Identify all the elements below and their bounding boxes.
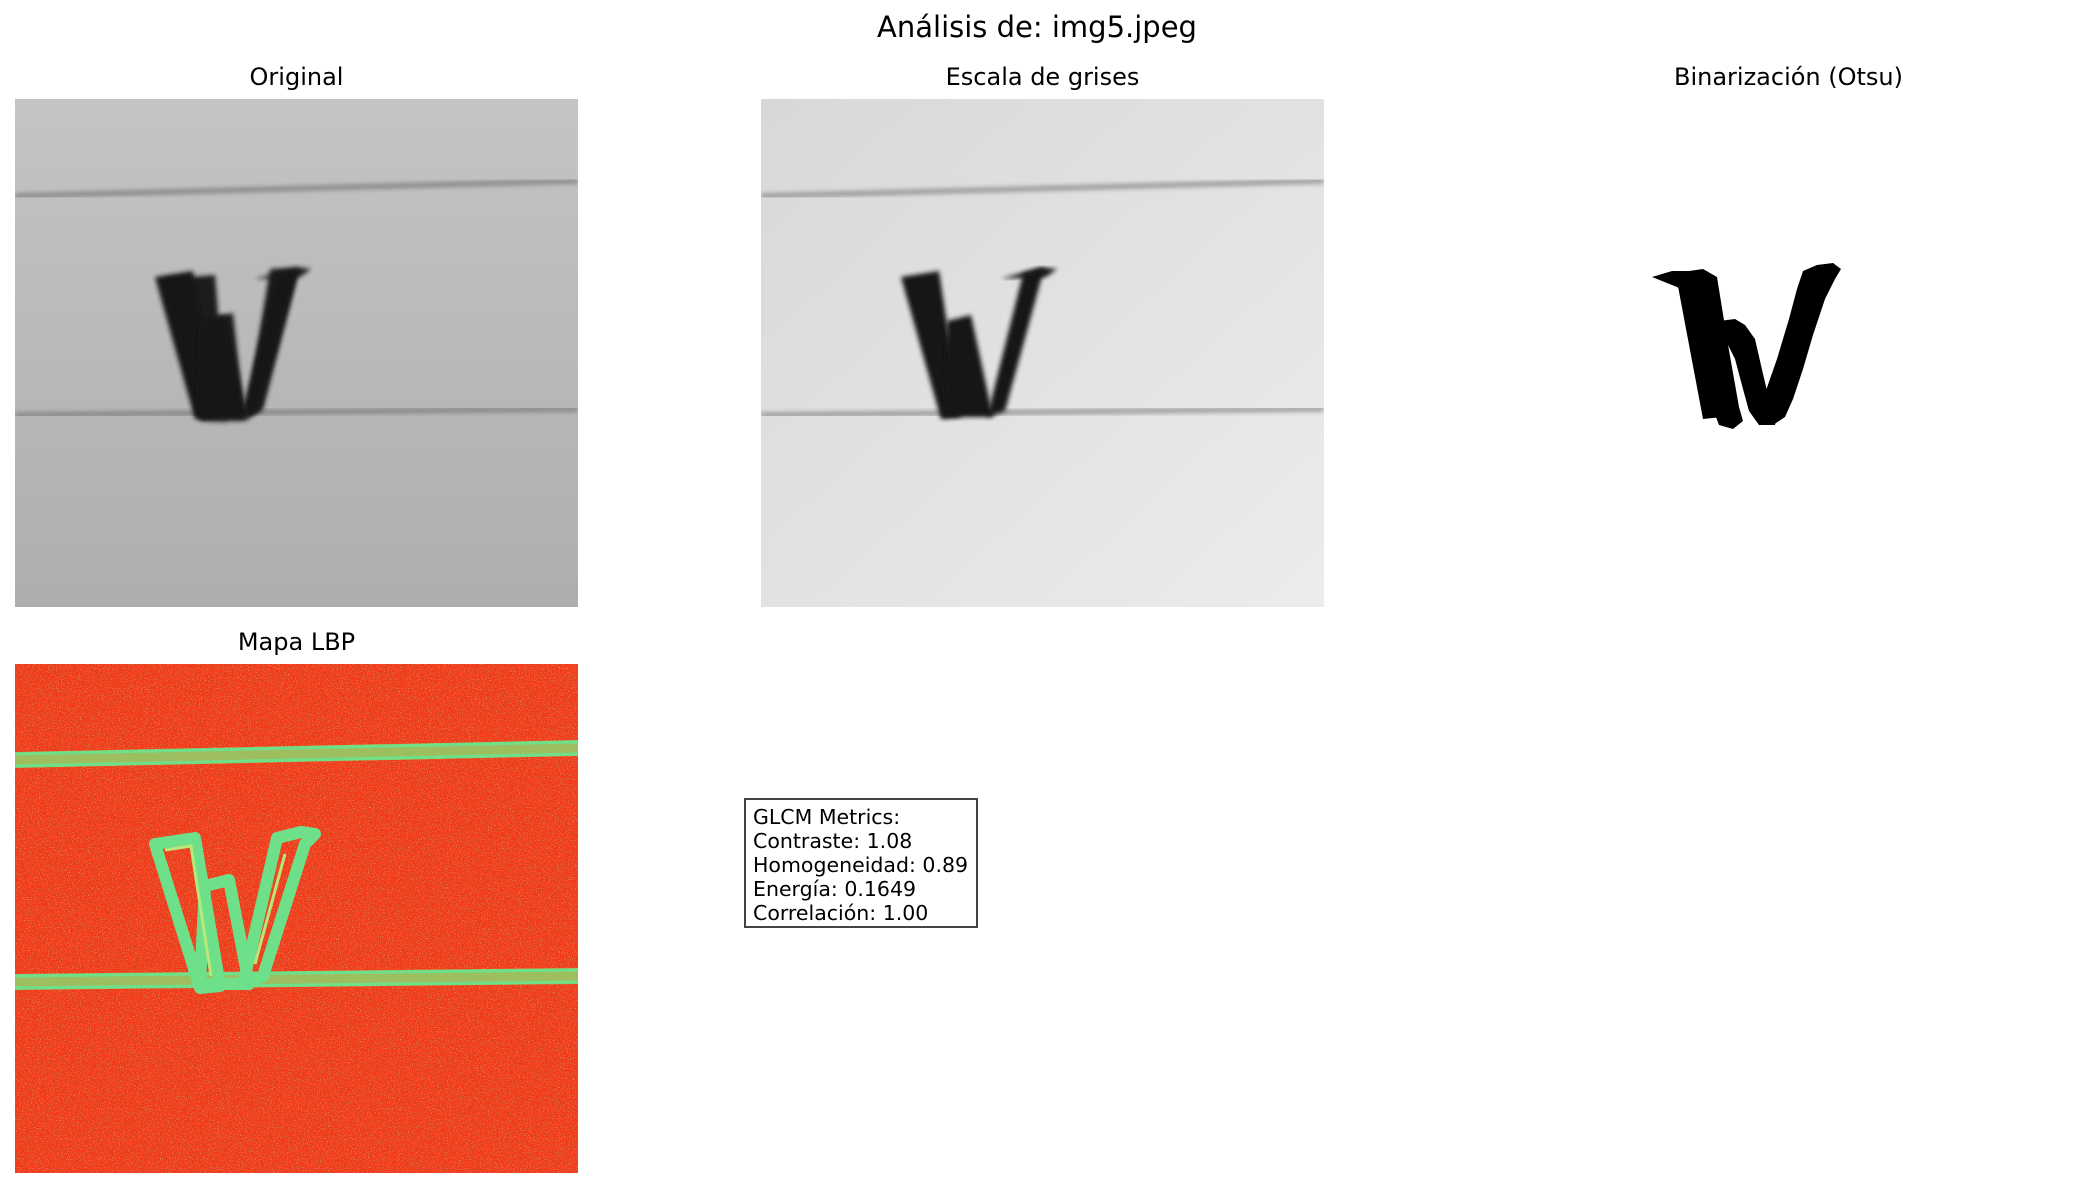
glcm-energy: Energía: 0.1649 [753, 877, 917, 901]
glcm-homogeneity: Homogeneidad: 0.89 [753, 853, 969, 877]
panel-title-original: Original [249, 63, 344, 91]
glcm-metrics-heading: GLCM Metrics: [753, 805, 901, 829]
glcm-contrast: Contraste: 1.08 [753, 829, 913, 853]
glcm-metrics-box: GLCM Metrics: Contraste: 1.08 Homogeneid… [744, 798, 978, 928]
original-image [15, 99, 578, 607]
lbp-map-image [15, 664, 578, 1173]
panel-title-gray: Escala de grises [945, 63, 1140, 91]
grayscale-image [761, 99, 1324, 607]
panel-title-binary: Binarización (Otsu) [1673, 63, 1904, 91]
panel-title-lbp: Mapa LBP [237, 628, 356, 656]
glcm-correlation: Correlación: 1.00 [753, 901, 929, 925]
binary-image [1507, 99, 2070, 607]
figure-title: Análisis de: img5.jpeg [877, 10, 1197, 44]
